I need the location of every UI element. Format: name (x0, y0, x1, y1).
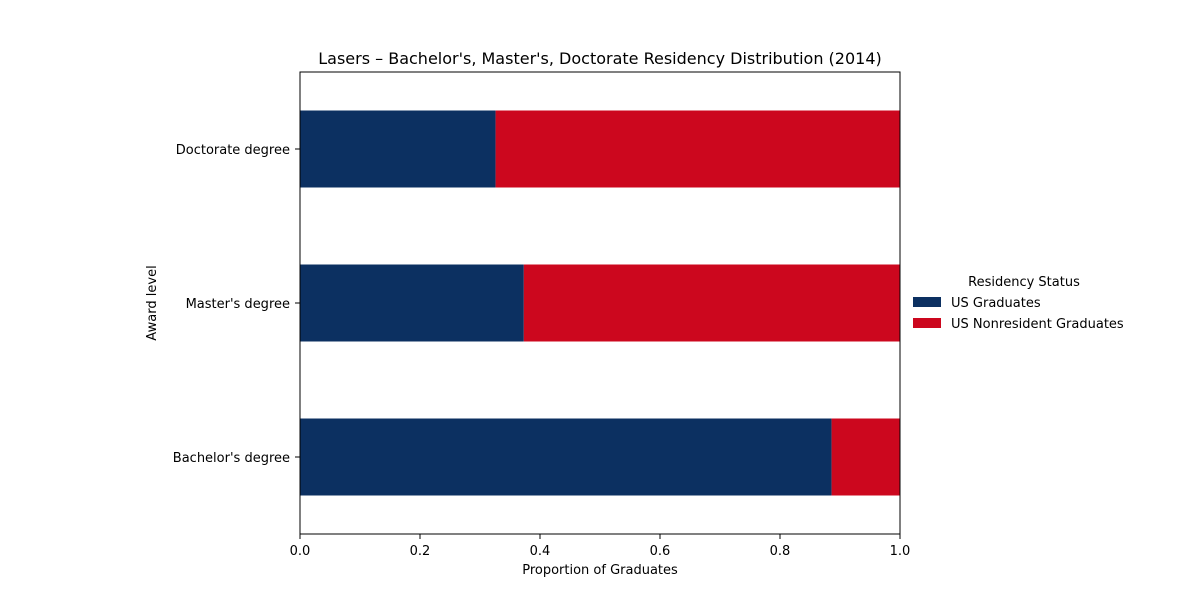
legend: Residency Status US Graduates US Nonresid… (913, 275, 1124, 332)
bars-group (300, 110, 900, 496)
bar-master-s-degree-us-nonresident-graduates (523, 264, 900, 342)
x-tick-label: 0.0 (290, 544, 311, 559)
y-tick-label-bachelor-s-degree: Bachelor's degree (173, 451, 290, 466)
x-axis-label: Proportion of Graduates (522, 563, 678, 578)
bar-master-s-degree-us-graduates (300, 264, 524, 342)
y-axis-label: Award level (145, 265, 160, 340)
legend-swatch-us-nonresident-graduates (913, 318, 941, 328)
x-tick-label: 0.4 (530, 544, 551, 559)
legend-label-us-nonresident-graduates: US Nonresident Graduates (951, 317, 1124, 332)
y-tick-label-master-s-degree: Master's degree (186, 297, 290, 312)
legend-title: Residency Status (968, 275, 1080, 290)
bar-doctorate-degree-us-nonresident-graduates (495, 110, 900, 188)
legend-swatch-us-graduates (913, 297, 941, 307)
x-tick-label: 0.6 (650, 544, 671, 559)
y-axis: Bachelor's degree Master's degree Doctorat… (173, 143, 300, 466)
x-tick-label: 0.8 (770, 544, 791, 559)
chart-title: Lasers – Bachelor's, Master's, Doctorate… (318, 49, 882, 68)
legend-label-us-graduates: US Graduates (951, 296, 1041, 311)
bar-bachelor-s-degree-us-nonresident-graduates (831, 418, 900, 496)
x-tick-label: 1.0 (890, 544, 911, 559)
x-axis: 0.0 0.2 0.4 0.6 0.8 1.0 (290, 534, 911, 559)
bar-bachelor-s-degree-us-graduates (300, 418, 832, 496)
y-tick-label-doctorate-degree: Doctorate degree (176, 143, 290, 158)
x-tick-label: 0.2 (410, 544, 431, 559)
bar-doctorate-degree-us-graduates (300, 110, 496, 188)
